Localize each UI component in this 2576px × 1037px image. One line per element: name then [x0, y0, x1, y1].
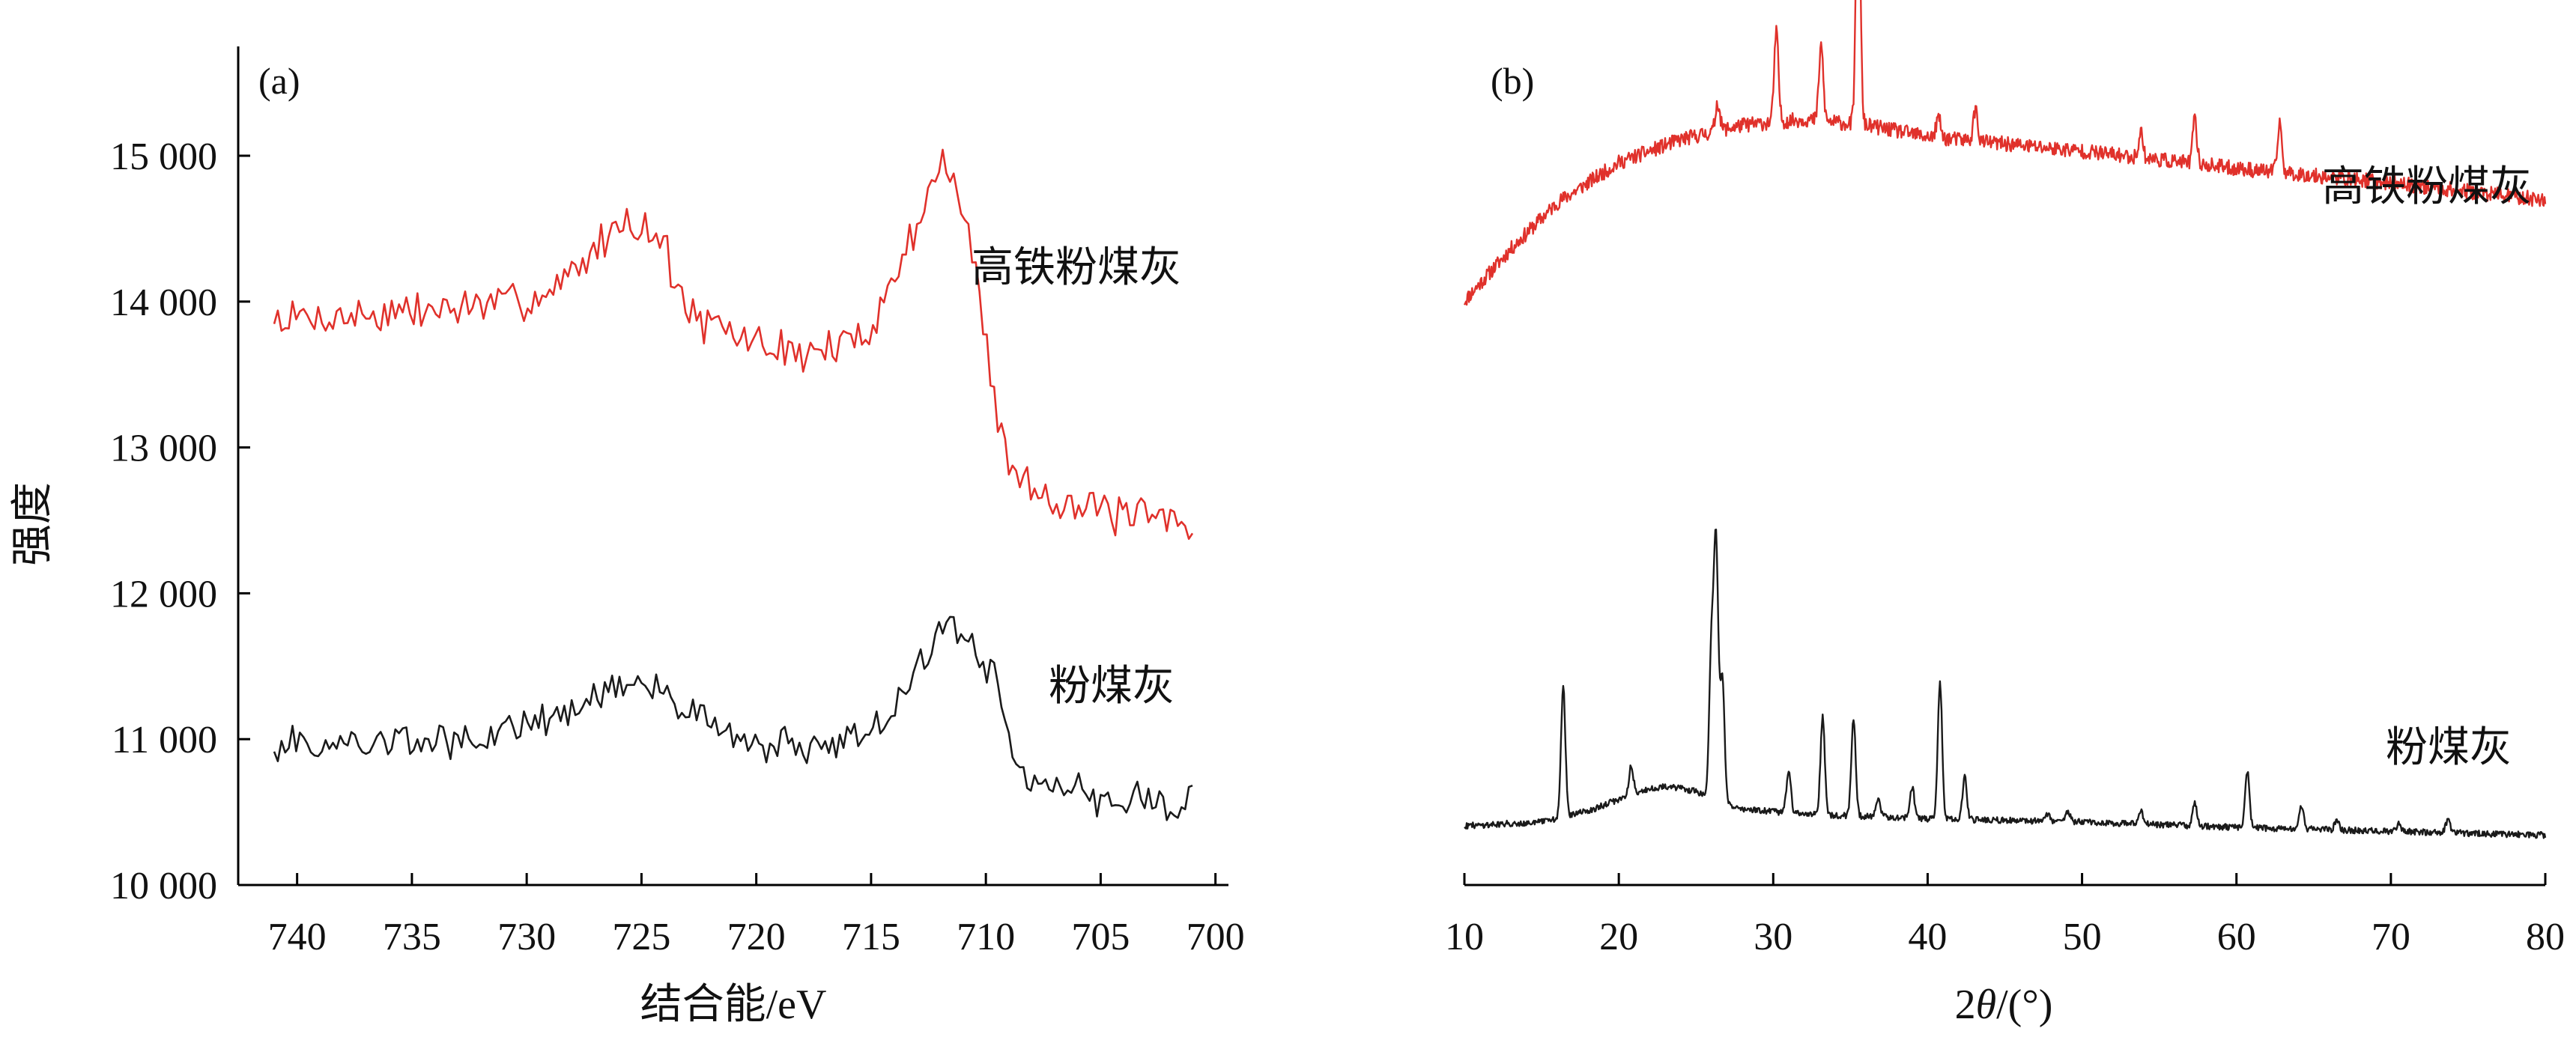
x-tick-label: 30 [1754, 916, 1792, 958]
panel-b-x-axis-label: 2θ/(°) [1955, 982, 2053, 1028]
y-tick-label: 15 000 [110, 136, 217, 178]
x-tick-label: 700 [1187, 916, 1245, 958]
series-line-b-1 [1464, 529, 2547, 839]
series-label-high-iron-b: 高铁粉煤灰 [2322, 164, 2532, 210]
panel-b-label: (b) [1491, 60, 1534, 102]
x-tick-label: 50 [2063, 916, 2102, 958]
series-line-a-1 [273, 615, 1193, 821]
series-label-high-iron: 高铁粉煤灰 [972, 245, 1181, 291]
x-tick-label: 710 [957, 916, 1015, 958]
x-tick-label: 720 [727, 916, 786, 958]
x-tick-label: 70 [2372, 916, 2410, 958]
x-tick-label: 725 [612, 916, 670, 958]
x-tick-label: 715 [842, 916, 900, 958]
panel-a-y-ticks: 10 000 11 000 12 000 13 000 14 000 15 000 [110, 136, 250, 907]
x-tick-label: 10 [1445, 916, 1484, 958]
y-tick-label: 12 000 [110, 573, 217, 615]
y-tick-label: 13 000 [110, 428, 217, 470]
panel-a-y-axis-label: 强度 [10, 482, 56, 566]
x-tick-label: 20 [1599, 916, 1638, 958]
panel-a-x-ticks: 740 735 730 725 720 715 710 705 700 [268, 873, 1245, 958]
panel-b-x-ticks: 10 20 30 40 50 60 70 80 [1445, 873, 2565, 958]
y-tick-label: 11 000 [112, 719, 217, 761]
y-tick-label: 14 000 [110, 282, 217, 324]
panel-a: (a) 10 000 11 000 12 000 13 000 14 000 15 000… [10, 46, 1245, 1028]
x-tick-label: 735 [383, 916, 441, 958]
x-tick-label: 40 [1908, 916, 1947, 958]
panel-b-series-lines [1463, 0, 2547, 839]
panel-b: (b) 10 20 30 40 50 60 70 80 高铁粉煤灰 粉煤灰 2θ/(°) [1445, 0, 2565, 1028]
panel-a-series-lines [273, 148, 1194, 821]
y-tick-label: 10 000 [110, 865, 217, 907]
series-label-fly-ash-b: 粉煤灰 [2386, 725, 2512, 771]
series-line-b-0 [1463, 0, 2547, 306]
x-tick-label: 60 [2217, 916, 2256, 958]
x-tick-label: 730 [497, 916, 556, 958]
x-tick-label: 740 [268, 916, 327, 958]
x-tick-label: 705 [1071, 916, 1130, 958]
series-line-a-0 [273, 148, 1194, 540]
panel-a-label: (a) [258, 60, 300, 102]
series-label-fly-ash: 粉煤灰 [1049, 663, 1175, 710]
x-tick-label: 80 [2526, 916, 2565, 958]
panel-a-x-axis-label: 结合能/eV [640, 982, 827, 1028]
